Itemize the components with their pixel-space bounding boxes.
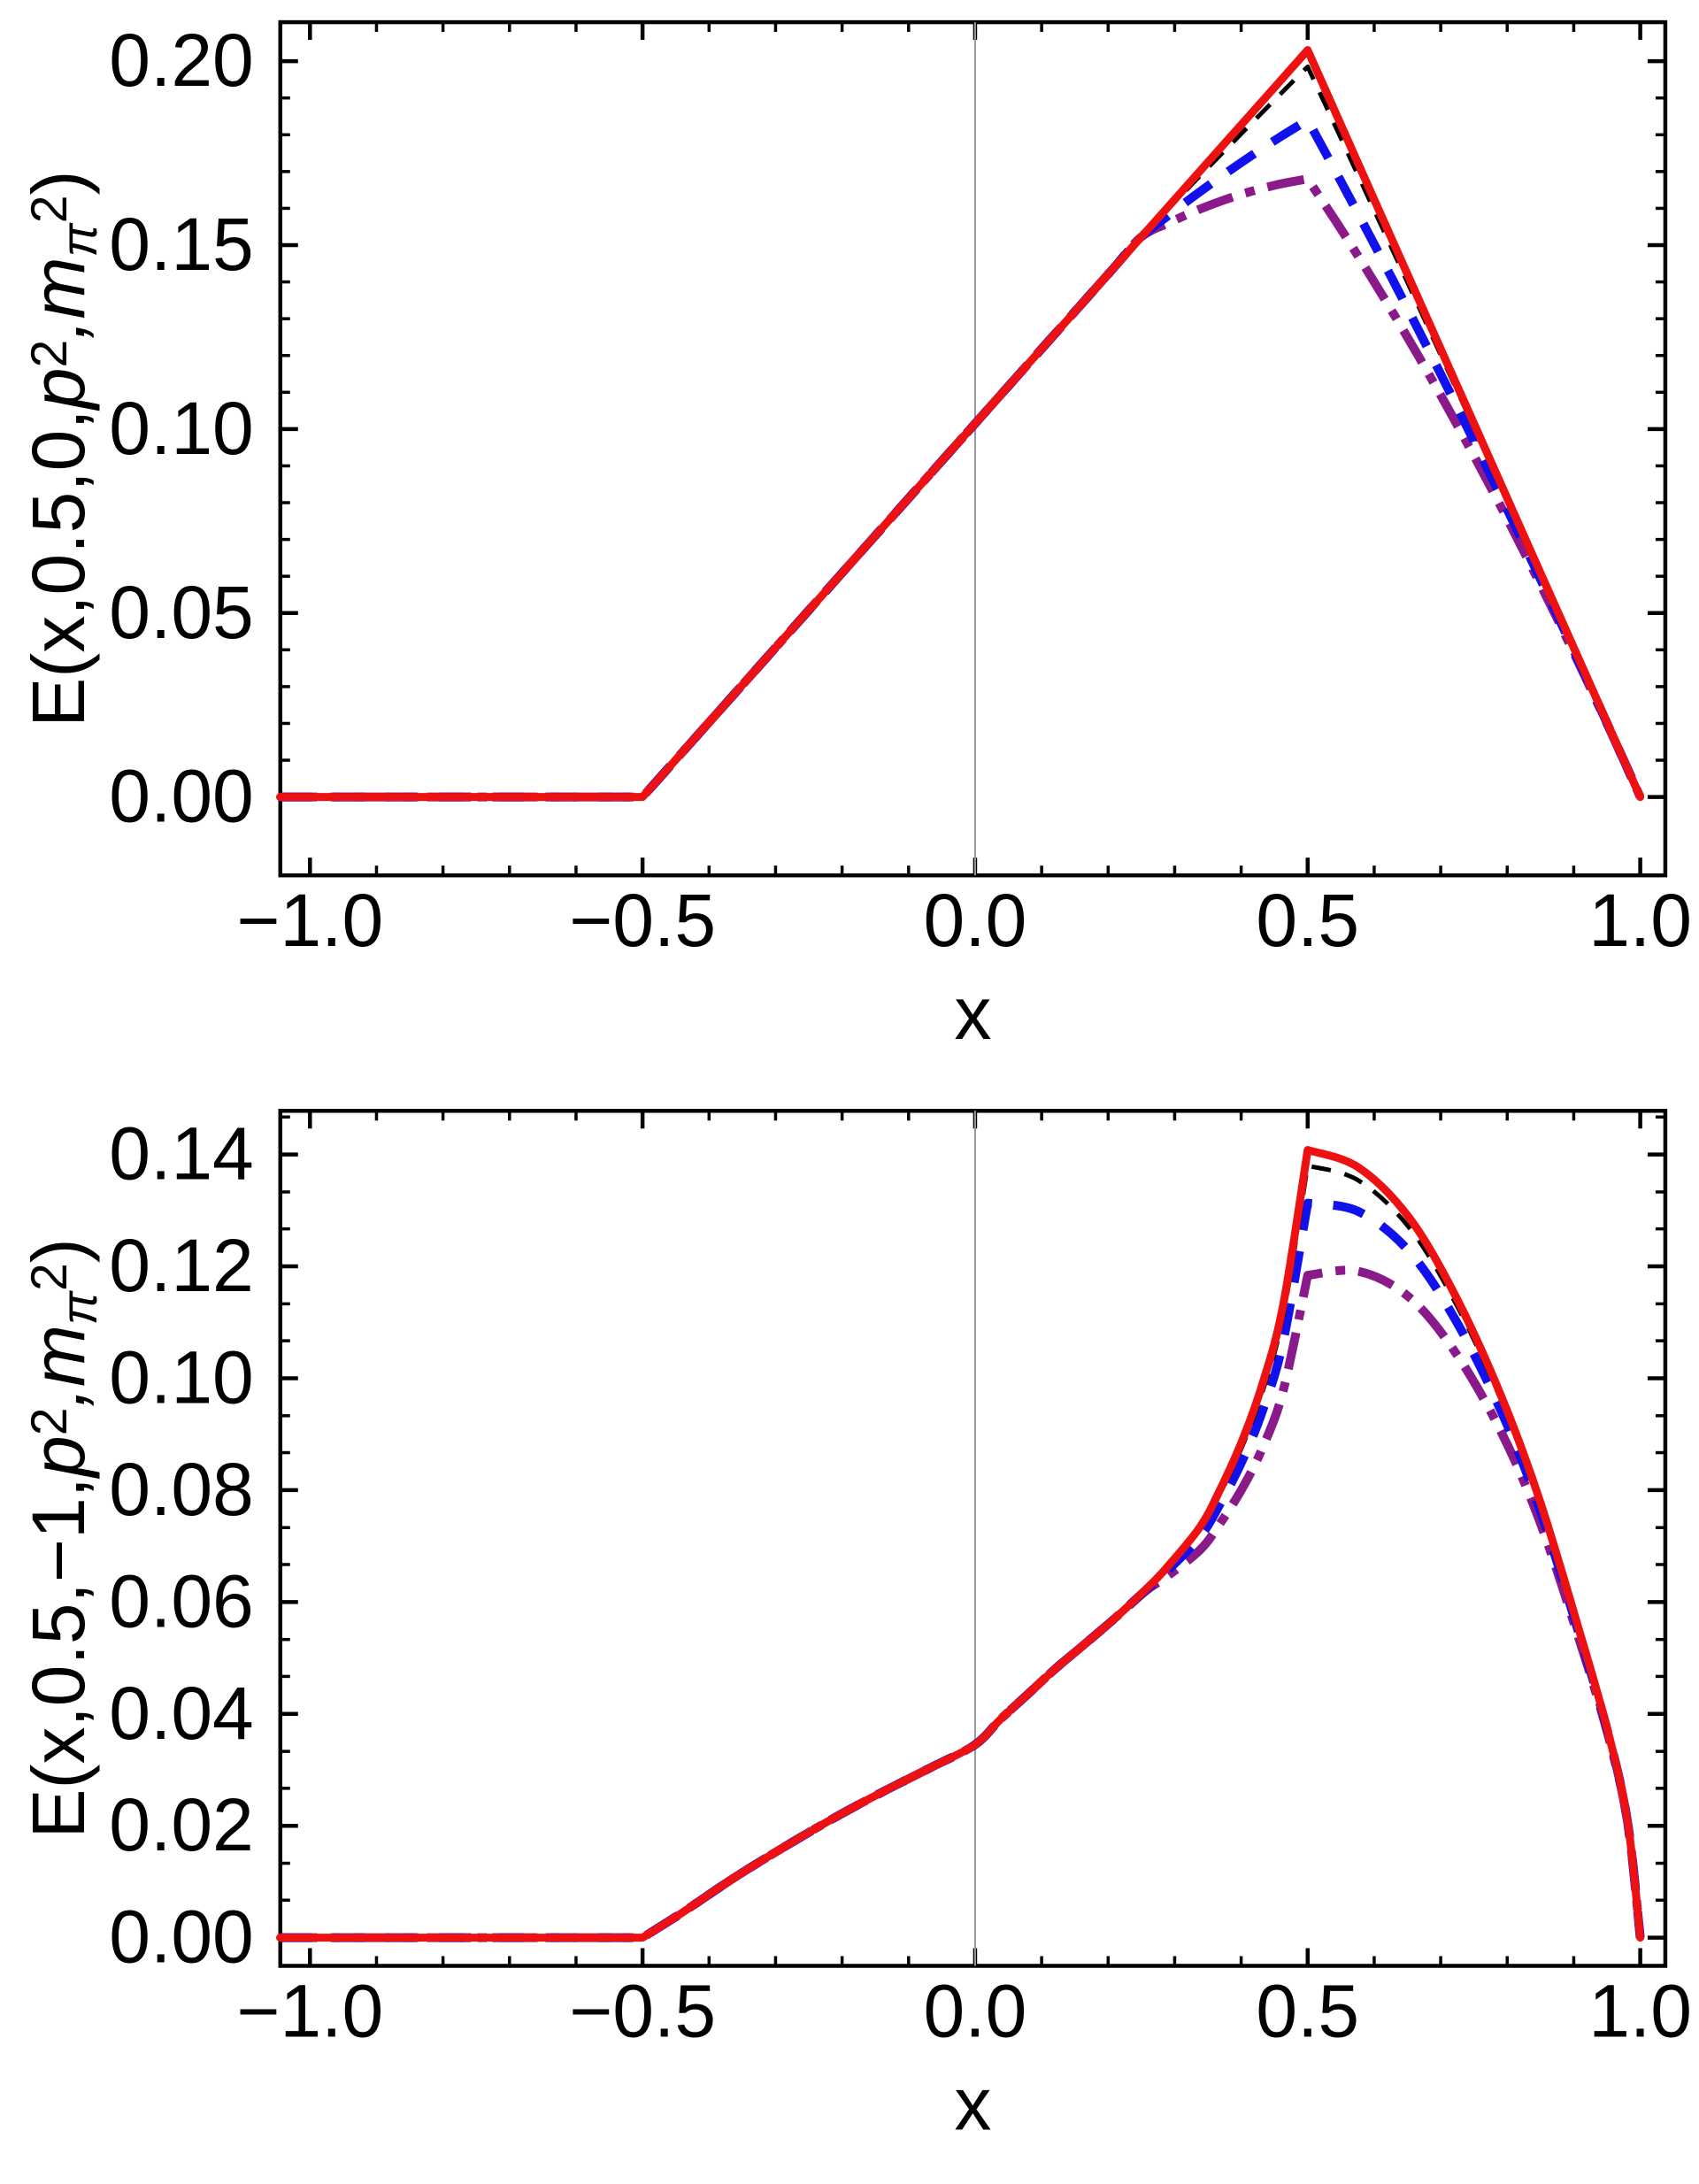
svg-text:0.10: 0.10: [109, 1335, 254, 1419]
svg-text:0.08: 0.08: [109, 1448, 254, 1531]
svg-text:x: x: [954, 2062, 991, 2145]
svg-text:0.12: 0.12: [109, 1224, 254, 1307]
svg-text:−0.5: −0.5: [569, 879, 716, 962]
svg-text:0.5: 0.5: [1256, 879, 1359, 962]
svg-text:0.02: 0.02: [109, 1783, 254, 1866]
svg-text:0.0: 0.0: [924, 879, 1027, 962]
svg-text:0.0: 0.0: [924, 1969, 1027, 2052]
svg-text:0.20: 0.20: [109, 19, 254, 102]
svg-text:−1.0: −1.0: [236, 1969, 383, 2052]
svg-text:0.10: 0.10: [109, 387, 254, 470]
svg-text:0.5: 0.5: [1256, 1969, 1359, 2052]
svg-text:0.00: 0.00: [109, 755, 254, 838]
svg-text:0.14: 0.14: [109, 1112, 254, 1196]
svg-text:x: x: [954, 972, 991, 1055]
svg-text:−0.5: −0.5: [569, 1969, 716, 2052]
svg-text:E(x,0.5,−1,p2,mπ2): E(x,0.5,−1,p2,mπ2): [17, 1238, 108, 1838]
svg-text:1.0: 1.0: [1588, 1969, 1692, 2052]
svg-text:0.04: 0.04: [109, 1672, 254, 1755]
svg-text:0.05: 0.05: [109, 571, 254, 654]
svg-text:−1.0: −1.0: [236, 879, 383, 962]
svg-text:0.15: 0.15: [109, 203, 254, 286]
svg-text:0.06: 0.06: [109, 1559, 254, 1642]
svg-text:0.00: 0.00: [109, 1896, 254, 1979]
svg-text:1.0: 1.0: [1588, 879, 1692, 962]
